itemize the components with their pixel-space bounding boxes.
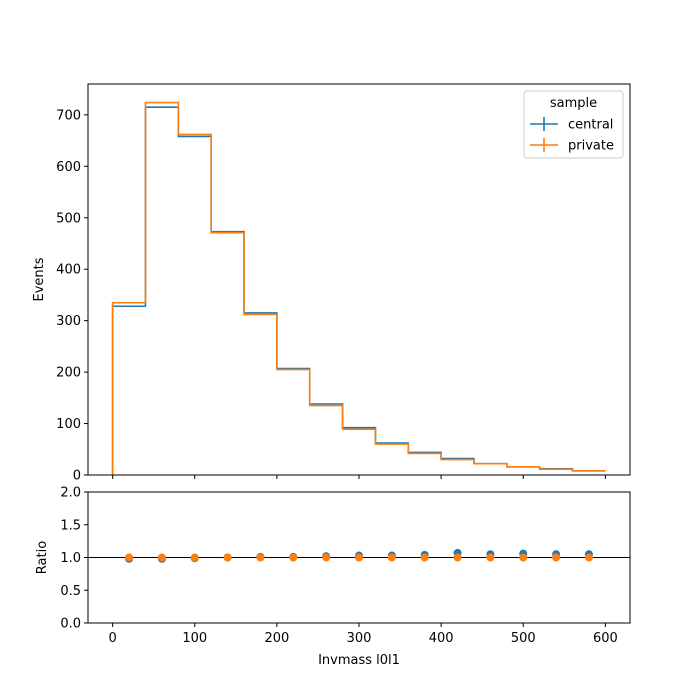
ratio-point-series-1 [453,553,462,562]
ratio-x-tick-label: 400 [429,631,454,646]
histogram-line-private [111,101,606,475]
ratio-x-tick-label: 300 [347,631,372,646]
ratio-point-series-1 [584,553,593,562]
ratio-x-tick-label: 200 [264,631,289,646]
legend-label-central: central [568,118,613,133]
ratio-point-series-1 [420,553,429,562]
ratio-point-series-1 [223,553,232,562]
main-series-lines [111,101,606,475]
ratio-y-tick-label: 0.0 [60,617,81,632]
ratio-point-series-1 [190,553,199,562]
main-histogram-panel: 0 100 200 300 400 500 600 700 Events [32,83,631,484]
main-y-tick-label: 100 [56,417,81,432]
main-y-tick-label: 700 [56,108,81,123]
legend-entries: central private [530,117,614,154]
ratio-point-series-1 [157,553,166,562]
ratio-point-series-1 [322,553,331,562]
main-y-tick-label: 200 [56,366,81,381]
ratio-x-tick-label: 0 [108,631,116,646]
ratio-x-tick-label: 100 [182,631,207,646]
ratio-point-series-1 [125,553,134,562]
legend-box [523,90,624,159]
ratio-point-series-1 [289,553,298,562]
legend: sample central private [523,90,624,159]
ratio-point-series-1 [552,553,561,562]
ratio-y-tick-label: 2.0 [60,486,81,501]
main-y-tick-label: 300 [56,314,81,329]
ratio-point-series-1 [256,553,265,562]
main-plot-frame [87,83,631,476]
main-y-tick-label: 600 [56,160,81,175]
ratio-plot-frame [87,491,631,624]
ratio-point-series-1 [355,553,363,562]
main-y-tick-label: 500 [56,211,81,226]
ratio-point-series-1 [519,553,528,562]
main-y-tick-label: 0 [73,469,81,484]
ratio-y-tick-label: 0.5 [60,584,81,599]
legend-label-private: private [568,139,614,154]
x-axis-label: Invmass l0l1 [318,653,400,668]
main-y-tick-label: 400 [56,263,81,278]
ratio-points [125,548,593,563]
ratio-y-tick-label: 1.0 [60,551,81,566]
ratio-panel: 0 100 200 300 400 500 600 0.0 0.5 1.0 1.5 2.0 Ratio… [35,486,631,668]
ratio-y-axis-label: Ratio [35,541,50,574]
main-axis-ticks: 0 100 200 300 400 500 600 700 [56,108,606,484]
ratio-x-tick-label: 600 [593,631,618,646]
legend-title: sample [550,96,597,111]
ratio-x-tick-label: 500 [511,631,536,646]
ratio-point-series-1 [486,553,495,562]
ratio-point-series-1 [387,553,396,562]
ratio-axis-ticks: 0 100 200 300 400 500 600 0.0 0.5 1.0 1.5 2.0 [60,486,617,647]
ratio-y-tick-label: 1.5 [60,518,81,533]
main-y-axis-label: Events [32,257,47,301]
